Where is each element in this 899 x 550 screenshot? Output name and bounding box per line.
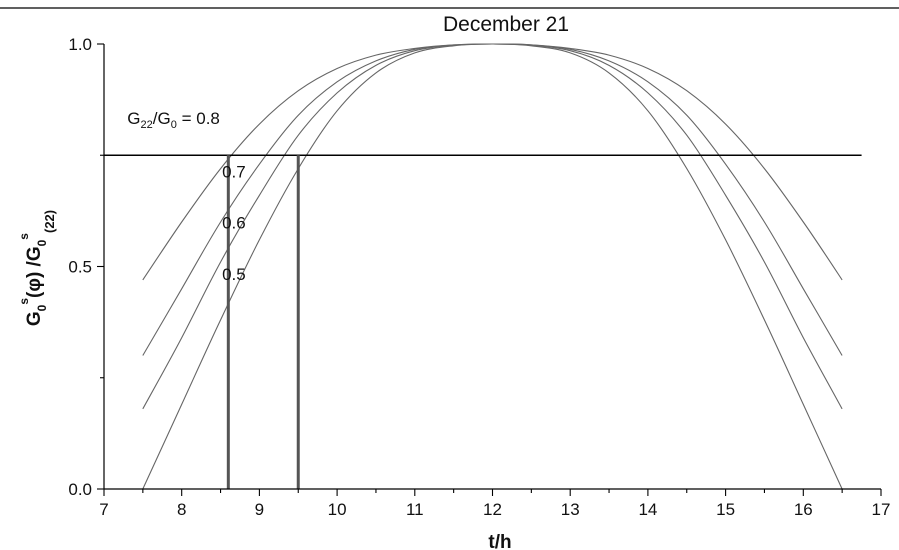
y-axis-label: G0s(φ) /G0s(22) xyxy=(17,210,57,326)
curve-series-06 xyxy=(142,43,843,410)
chart-title: December 21 xyxy=(443,13,569,36)
y-tick-label: 0.0 xyxy=(68,480,92,499)
curve-label-06: 0.6 xyxy=(222,214,246,233)
y-tick-label: 1.0 xyxy=(68,35,92,54)
curve-series-07 xyxy=(142,43,843,356)
curve-series-05 xyxy=(142,43,843,490)
x-tick-label: 7 xyxy=(99,500,108,519)
vertical-markers xyxy=(226,155,300,489)
curves xyxy=(142,43,843,490)
x-tick-label: 8 xyxy=(177,500,186,519)
x-tick-label: 16 xyxy=(794,500,813,519)
curve-label-07: 0.7 xyxy=(222,163,246,182)
curve-label-05: 0.5 xyxy=(222,265,246,284)
x-tick-label: 13 xyxy=(561,500,580,519)
x-ticks: 7 8 9 10 11 12 13 14 15 16 17 xyxy=(99,489,890,519)
y-tick-label: 0.5 xyxy=(68,258,92,277)
x-axis-label: t/h xyxy=(488,532,511,550)
x-tick-label: 12 xyxy=(483,500,502,519)
curve-label-08: G22/G0 = 0.8 xyxy=(127,109,220,131)
x-tick-label: 11 xyxy=(406,500,424,519)
x-tick-label: 14 xyxy=(638,500,657,519)
x-tick-label: 9 xyxy=(255,500,264,519)
curve-series-08 xyxy=(142,43,843,281)
x-tick-label: 15 xyxy=(716,500,735,519)
y-ticks: 0.0 0.5 1.0 xyxy=(68,35,104,499)
x-tick-label: 17 xyxy=(872,500,891,519)
x-tick-label: 10 xyxy=(328,500,347,519)
